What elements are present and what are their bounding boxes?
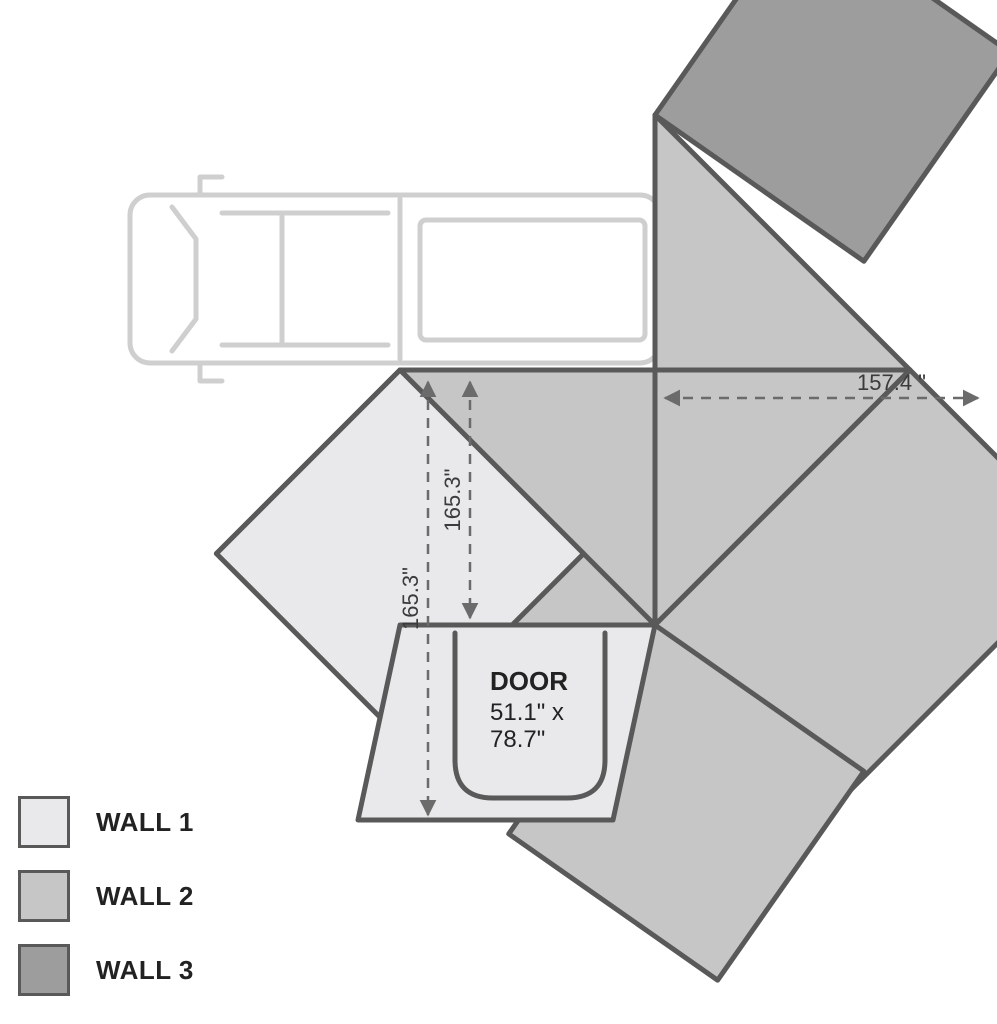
truck-windshield — [172, 207, 196, 351]
truck-mirrors — [200, 177, 222, 381]
truck-cab-lines — [222, 213, 388, 345]
legend-row-wall3: WALL 3 — [18, 944, 194, 996]
legend-label-wall1: WALL 1 — [96, 807, 194, 838]
legend-swatch-wall1 — [18, 796, 70, 848]
door-size-2: 78.7" — [490, 726, 545, 753]
legend-swatch-wall2 — [18, 870, 70, 922]
dim-height-outer-label: 165.3" — [398, 567, 423, 630]
legend: WALL 1 WALL 2 WALL 3 — [18, 796, 194, 996]
truck-bed — [420, 220, 645, 340]
legend-row-wall1: WALL 1 — [18, 796, 194, 848]
diagram-stage: DOOR 51.1" x78.7" 165.3" 165.3" 157.4 " WALL… — [0, 0, 997, 1024]
legend-label-wall3: WALL 3 — [96, 955, 194, 986]
dim-width-right-label: 157.4 " — [857, 370, 926, 395]
door-title: DOOR — [490, 666, 568, 696]
legend-row-wall2: WALL 2 — [18, 870, 194, 922]
dim-height-inner-label: 165.3" — [440, 469, 465, 532]
door-size-1: 51.1" x — [490, 699, 564, 726]
legend-label-wall2: WALL 2 — [96, 881, 194, 912]
legend-swatch-wall3 — [18, 944, 70, 996]
